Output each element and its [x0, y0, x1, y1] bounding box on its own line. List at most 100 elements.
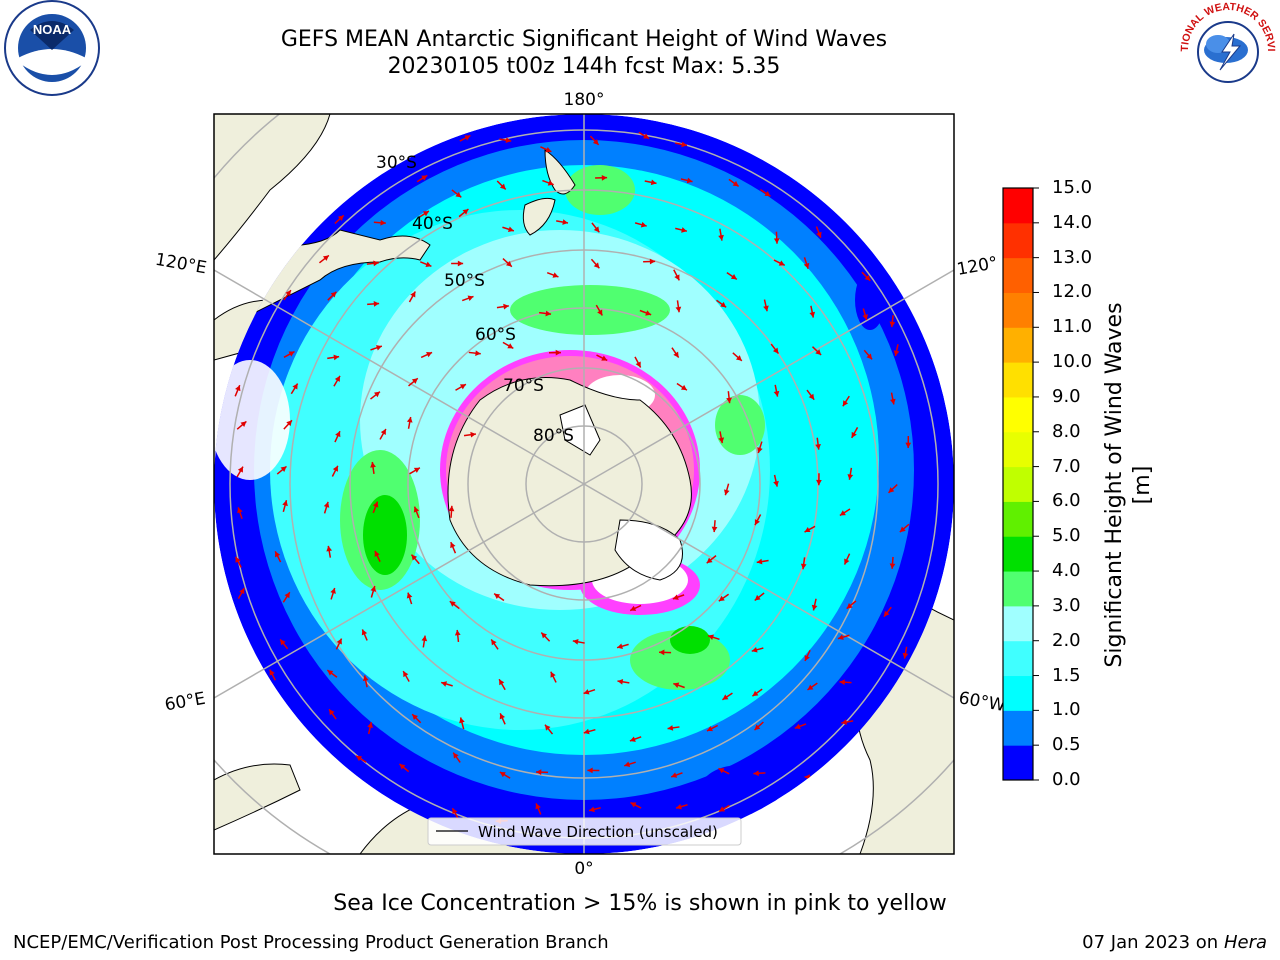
wave-arrow-head — [889, 563, 896, 569]
wave-arrow-head — [373, 260, 379, 267]
wave-arrow-head — [601, 174, 608, 181]
wave-arrow-head — [726, 397, 732, 404]
wave-arrow-head — [888, 487, 895, 493]
colorbar-tick-label: 0.5 — [1052, 734, 1081, 756]
colorbar-tick-label: 7.0 — [1052, 455, 1081, 477]
meridian-extension-1 — [214, 269, 265, 300]
colorbar-segment — [1003, 605, 1033, 642]
colorbar-segment — [1003, 431, 1033, 468]
wave-arrow-head — [280, 639, 286, 646]
wave-arrow-head — [837, 634, 844, 640]
wave-arrow-head — [562, 219, 569, 225]
wave-arrow-head — [624, 761, 631, 767]
wave-arrow-head — [367, 722, 373, 728]
wave-arrow-head — [601, 355, 608, 361]
wave-arrow-head — [640, 221, 647, 228]
wave-arrow-head — [285, 290, 291, 297]
wave-arrow-head — [499, 772, 506, 778]
wave-arrow-head — [541, 632, 548, 639]
wave-arrow-head — [809, 311, 816, 318]
wave-arrow-head — [322, 255, 329, 261]
wave-arrow-head — [672, 594, 679, 600]
wave-arrow-head — [635, 361, 641, 368]
wave-arrow-head — [630, 605, 637, 611]
wave-arrow-head — [718, 595, 725, 602]
wave-arrow-head — [544, 724, 551, 731]
wave-arrow-head — [327, 670, 334, 676]
lat-label-80: 80°S — [533, 426, 574, 446]
graticule — [214, 114, 954, 854]
wave-arrow-head — [235, 556, 241, 563]
wave-arrow-head — [592, 139, 599, 145]
colorbar-tick-label: 1.0 — [1052, 699, 1081, 721]
wave-arrow-head — [732, 180, 739, 187]
wave-arrow-head — [464, 135, 471, 141]
wave-arrow-head — [674, 274, 680, 281]
wave-arrow-head — [372, 501, 379, 508]
wave-arrow-head — [773, 390, 780, 397]
wave-arrow-head — [370, 462, 376, 468]
wave-arrow-head — [815, 349, 822, 356]
wave-arrow-head — [449, 601, 456, 607]
colorbar-segment — [1003, 327, 1033, 363]
wave-arrow-head — [330, 587, 336, 594]
wave-arrow-head — [332, 465, 338, 472]
wave-arrow-head — [676, 803, 682, 810]
wave-arrow-head — [284, 592, 290, 599]
wave-arrow-head — [333, 354, 340, 361]
lat-labels: 30°S 40°S 50°S 60°S 70°S 80°S — [376, 153, 574, 446]
colorbar-tick-label: 10.0 — [1052, 351, 1093, 373]
wave-arrow-head — [902, 652, 909, 659]
wave-arrow-head — [645, 310, 652, 316]
wave-arrow-head — [374, 391, 380, 398]
wave-arrow-head — [373, 300, 380, 307]
wave-arrow-head — [842, 400, 849, 407]
colorbar-segment — [1003, 292, 1033, 328]
colorbar-segment — [1003, 536, 1033, 572]
wave-arrow-head — [411, 378, 418, 384]
wave-arrow-head — [237, 507, 243, 514]
lat-label-60: 60°S — [475, 325, 516, 345]
wave-arrow-head — [841, 719, 847, 725]
wave-arrow-head — [844, 558, 850, 565]
legend-label: Wind Wave Direction (unscaled) — [478, 823, 718, 841]
colorbar-segment — [1003, 466, 1033, 502]
wave-arrow-head — [593, 226, 600, 233]
wave-arrow-head — [816, 479, 822, 486]
wave-arrow-head — [421, 175, 428, 181]
wave-arrow-head — [552, 272, 559, 278]
wave-arrow-head — [499, 679, 505, 686]
colorbar-tick-label: 15.0 — [1052, 177, 1093, 198]
machine-name: Hera — [1223, 932, 1267, 953]
lon-label-60e: 60°E — [163, 689, 207, 716]
wave-arrow-head — [406, 416, 413, 423]
wave-arrow-head — [323, 501, 330, 508]
wave-arrow-head — [374, 550, 380, 557]
chart-subtitle: 20230105 t00z 144h fcst Max: 5.35 — [387, 54, 781, 79]
wave-arrow-head — [800, 563, 807, 570]
colorbar-segment — [1003, 501, 1033, 537]
colorbar-tick-label: 5.0 — [1052, 525, 1081, 547]
wave-arrow-head — [505, 137, 512, 144]
wave-arrow-head — [413, 467, 420, 473]
wave-arrow-head — [457, 260, 464, 267]
wave-arrow-head — [629, 736, 636, 742]
wave-arrow-head — [326, 545, 333, 552]
wave-arrow-head — [235, 385, 241, 392]
colorbar — [1002, 187, 1039, 781]
lat-label-30: 30°S — [376, 153, 417, 173]
meridian-extension-2 — [903, 269, 954, 300]
wave-arrow-head — [778, 260, 785, 266]
wave-arrow-head — [403, 671, 409, 678]
wave-arrow-head — [555, 349, 561, 356]
wave-arrow-head — [572, 639, 579, 645]
wave-arrow-head — [851, 431, 857, 438]
colorbar-tick-label: 1.5 — [1052, 664, 1081, 686]
wave-arrow-head — [905, 442, 912, 448]
wave-arrow-head — [547, 180, 554, 186]
wave-arrow-head — [794, 723, 801, 730]
wave-arrow-head — [723, 489, 730, 496]
lat-label-70: 70°S — [503, 376, 544, 396]
wave-arrow-head — [453, 752, 459, 759]
colorbar-segment — [1003, 222, 1033, 259]
